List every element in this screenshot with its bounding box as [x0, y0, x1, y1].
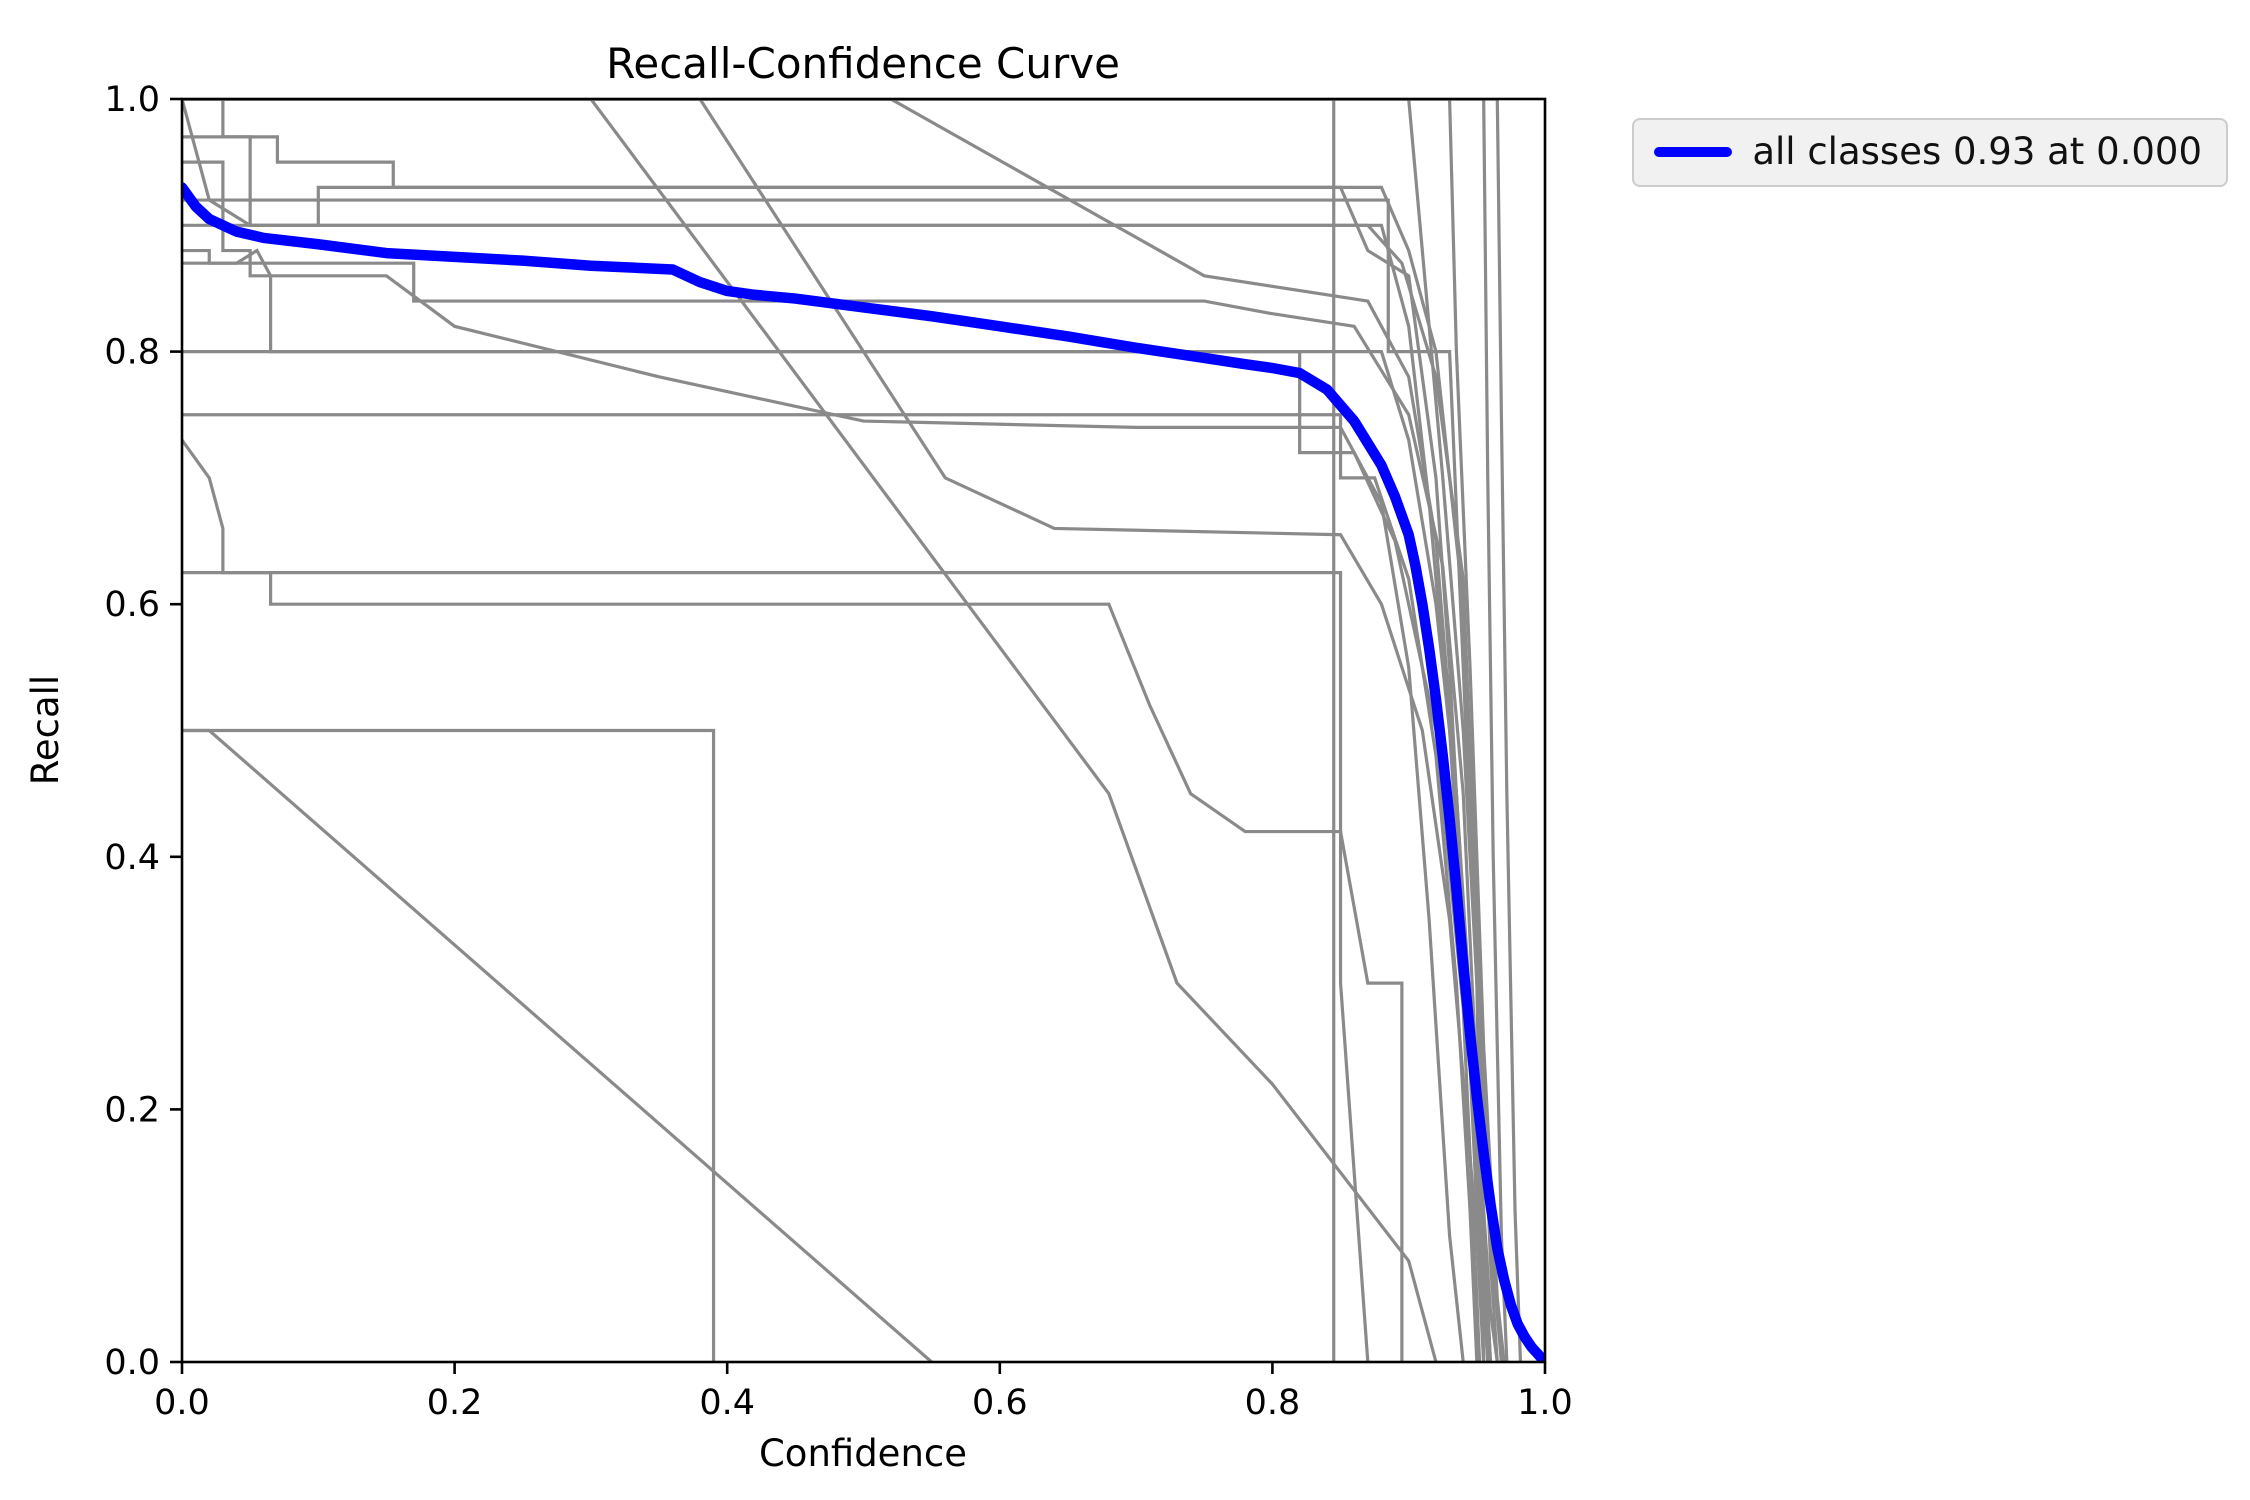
x-tick-label: 0.0: [154, 1383, 210, 1423]
axes-frame: [180, 97, 1547, 1364]
x-tick-label: 0.8: [1245, 1383, 1301, 1423]
class-curve: [182, 350, 1490, 1362]
y-axis-label: Recall: [24, 675, 67, 785]
y-tick-label: 0.6: [104, 585, 160, 625]
class-curve: [182, 99, 1523, 1362]
class-curve: [182, 571, 1370, 1362]
class-curve: [182, 728, 933, 1362]
all-classes-curve: [182, 182, 1545, 1362]
class-curve: [182, 248, 1493, 1362]
y-tick-label: 1.0: [104, 80, 160, 120]
y-tick-label: 0.8: [104, 333, 160, 373]
legend: all classes 0.93 at 0.000: [1632, 118, 2228, 187]
class-curve: [182, 160, 1465, 1362]
x-axis-label: Confidence: [759, 1432, 967, 1475]
x-tick-label: 1.0: [1517, 1383, 1573, 1423]
class-curve: [182, 439, 1404, 1362]
class-curves-layer: [182, 99, 1523, 1362]
class-curve: [182, 248, 1482, 1362]
y-tick-label: 0.4: [104, 838, 160, 878]
x-tick-label: 0.4: [699, 1383, 755, 1423]
x-tick-label: 0.2: [427, 1383, 483, 1423]
legend-label: all classes 0.93 at 0.000: [1752, 130, 2202, 173]
class-curve: [182, 99, 1438, 1362]
all-classes-line-swatch: [1654, 146, 1733, 157]
class-curve: [182, 99, 1336, 1362]
x-tick-label: 0.6: [972, 1383, 1028, 1423]
y-tick-label: 0.0: [104, 1343, 160, 1383]
class-curve: [182, 413, 1479, 1362]
chart-title: Recall-Confidence Curve: [606, 39, 1120, 88]
class-curve: [182, 135, 1486, 1362]
tick-layer: 0.0 0.2 0.4 0.6 0.8 1.0 0.0 0.2 0.4 0.6 0.8 1.0: [104, 80, 1573, 1423]
all-classes-curve-layer: [182, 182, 1545, 1362]
y-tick-label: 0.2: [104, 1090, 160, 1130]
class-curve: [182, 728, 716, 1362]
